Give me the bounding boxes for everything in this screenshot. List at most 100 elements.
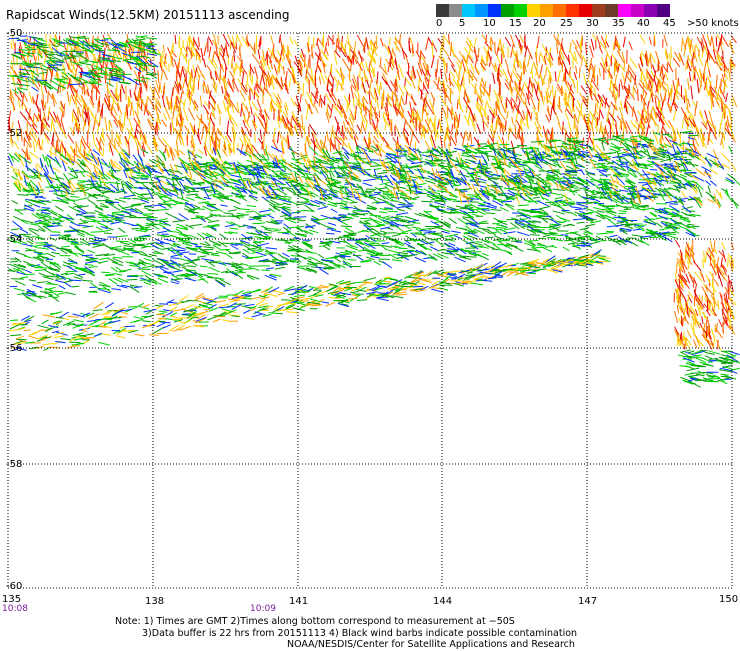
wind-barb: [558, 58, 559, 66]
wind-barb: [728, 68, 730, 81]
wind-barb: [609, 112, 616, 122]
wind-barb: [314, 74, 315, 82]
wind-barb: [287, 117, 288, 125]
wind-barb: [552, 85, 553, 98]
wind-barb: [24, 94, 28, 102]
wind-barb: [280, 37, 283, 50]
wind-barb: [16, 252, 27, 256]
wind-barb: [291, 98, 295, 106]
wind-barb: [55, 206, 63, 211]
wind-barb: [413, 132, 420, 143]
wind-barb: [731, 117, 732, 126]
wind-barb: [595, 88, 596, 101]
wind-barb: [320, 76, 321, 84]
wind-barb: [650, 55, 652, 69]
wind-barb: [426, 37, 429, 50]
wind-barb: [674, 110, 676, 121]
wind-barb: [539, 53, 540, 63]
wind-barb: [403, 133, 407, 144]
wind-barb: [624, 60, 625, 69]
wind-barb: [86, 184, 96, 185]
wind-barb: [120, 89, 121, 102]
wind-barb: [274, 134, 275, 143]
wind-barb: [82, 280, 93, 281]
wind-barb: [484, 81, 486, 95]
wind-barb: [531, 112, 532, 120]
wind-barb: [117, 82, 118, 93]
wind-barb: [480, 86, 481, 98]
wind-barb: [172, 51, 177, 57]
wind-barb: [252, 54, 259, 64]
wind-barb: [696, 101, 697, 109]
wind-barb: [43, 94, 44, 105]
wind-barb: [558, 70, 561, 83]
wind-barb: [275, 267, 285, 269]
wind-barb: [597, 211, 605, 213]
wind-barb: [697, 37, 700, 44]
wind-barb: [282, 233, 289, 234]
wind-barb: [543, 126, 546, 138]
wind-barb: [70, 222, 79, 226]
wind-barb: [459, 71, 460, 81]
wind-barb: [440, 119, 441, 133]
wind-barb: [624, 207, 632, 208]
wind-barb: [565, 113, 568, 120]
wind-barb: [118, 228, 125, 233]
wind-barb: [137, 269, 150, 270]
wind-barb: [69, 84, 82, 85]
wind-barb: [474, 114, 476, 123]
wind-barb: [726, 93, 728, 102]
wind-barb: [382, 216, 390, 218]
wind-barb: [73, 127, 74, 136]
wind-barb: [29, 280, 36, 281]
wind-barb: [14, 288, 25, 291]
wind-barb: [667, 235, 677, 238]
wind-barb: [462, 132, 465, 146]
wind-barb: [532, 69, 533, 78]
wind-barb: [695, 45, 696, 58]
wind-barb: [566, 166, 573, 169]
wind-barb: [496, 227, 506, 228]
wind-barb: [493, 73, 495, 84]
wind-barb: [252, 102, 258, 111]
wind-barb: [686, 211, 696, 212]
wind-barb: [600, 240, 607, 241]
wind-barb: [521, 136, 522, 147]
wind-barb: [681, 212, 691, 216]
wind-barbs-layer: [8, 34, 740, 387]
wind-barb: [238, 79, 242, 86]
wind-barb: [575, 209, 586, 210]
wind-barb: [392, 49, 395, 56]
wind-barb: [364, 175, 372, 176]
wind-barb: [157, 209, 169, 210]
wind-barb: [709, 111, 712, 122]
wind-barb: [398, 209, 406, 211]
wind-barb: [139, 77, 150, 79]
wind-barb: [134, 70, 138, 79]
wind-barb: [396, 213, 408, 215]
wind-barb: [486, 35, 487, 44]
wind-barb: [159, 198, 166, 203]
wind-barb: [553, 127, 554, 137]
wind-barb: [238, 143, 239, 151]
wind-barb: [581, 39, 582, 50]
wind-barb: [501, 199, 511, 201]
wind-barb: [120, 242, 130, 245]
wind-barb: [432, 234, 443, 235]
wind-barb: [351, 86, 354, 98]
wind-barb: [163, 228, 171, 231]
wind-barb: [84, 218, 96, 221]
wind-barb: [35, 80, 47, 81]
wind-barb: [194, 78, 195, 91]
wind-barb: [495, 42, 496, 54]
wind-barb: [488, 156, 498, 157]
wind-barb: [419, 59, 423, 70]
wind-barb: [555, 197, 563, 198]
wind-barb: [257, 223, 265, 224]
wind-barb: [317, 260, 324, 263]
wind-barb: [250, 89, 251, 100]
wind-barb: [261, 270, 269, 271]
wind-barb: [276, 240, 289, 241]
wind-barb: [260, 130, 261, 140]
wind-barb: [480, 107, 481, 117]
